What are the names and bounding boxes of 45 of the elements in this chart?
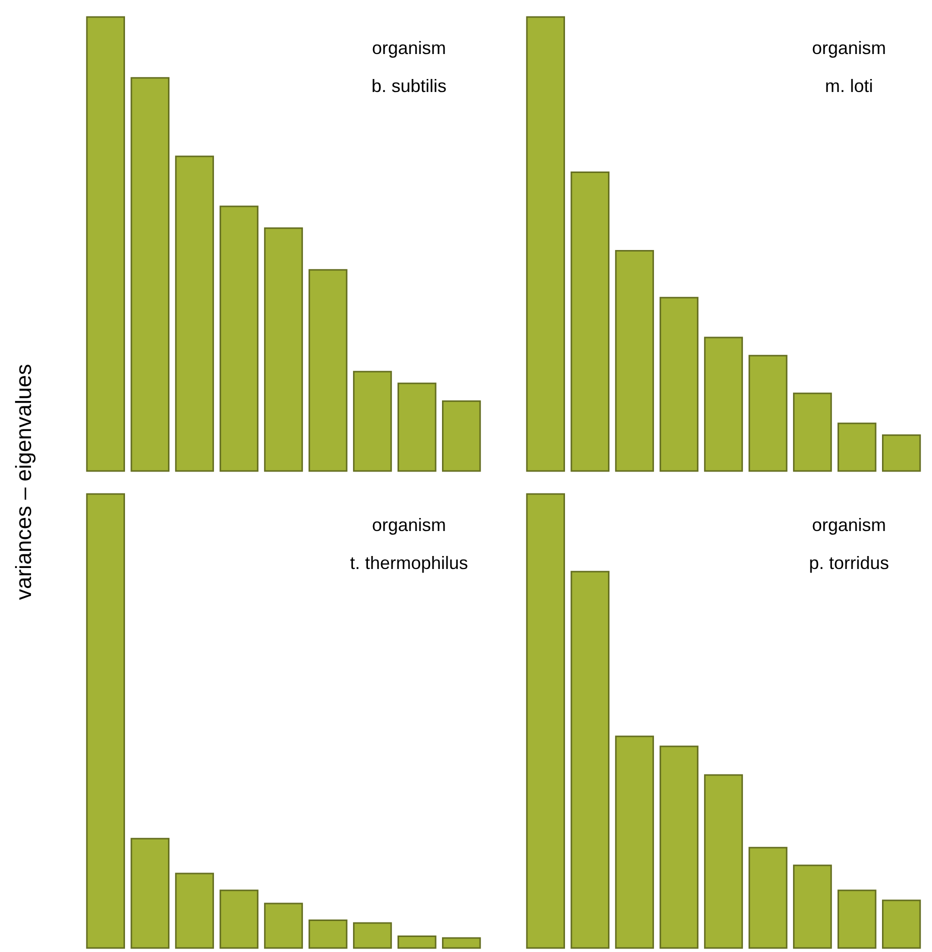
bar [838,890,876,949]
bar [353,370,392,472]
annotation: p. torridus [808,553,890,573]
bar [882,434,921,472]
bar [175,156,214,472]
bar [882,900,921,949]
bar [442,400,481,472]
bar [264,227,303,472]
bar [748,846,788,949]
bar [264,902,303,949]
bar [526,16,566,472]
bar [86,16,126,472]
annotation: organism [372,38,446,58]
bar [748,354,788,472]
bar [704,774,743,949]
bar [570,570,610,949]
bar [838,422,876,472]
bar [86,493,126,949]
annotation: organism [372,515,446,535]
bar [615,736,654,949]
bar [398,935,436,949]
bar [398,382,436,472]
bar [353,922,392,949]
bar [175,872,214,949]
bar [704,336,743,472]
bar [526,493,566,949]
annotation: organism [812,515,886,535]
bar [130,838,170,949]
bar [570,172,610,472]
bar [308,269,348,472]
bar [130,77,170,472]
annotation: b. subtilis [371,76,447,96]
annotation: t. thermophilus [350,553,468,573]
bar [615,250,654,472]
bar [220,890,258,949]
y-axis-title: variances – eigenvalues [11,363,37,600]
bar [442,937,481,949]
bar [793,392,832,472]
annotation: organism [812,38,886,58]
bar [220,206,258,472]
bar [308,920,348,949]
annotation: m. loti [824,76,874,96]
bar [660,746,698,949]
bar [793,864,832,949]
bar [660,296,698,472]
